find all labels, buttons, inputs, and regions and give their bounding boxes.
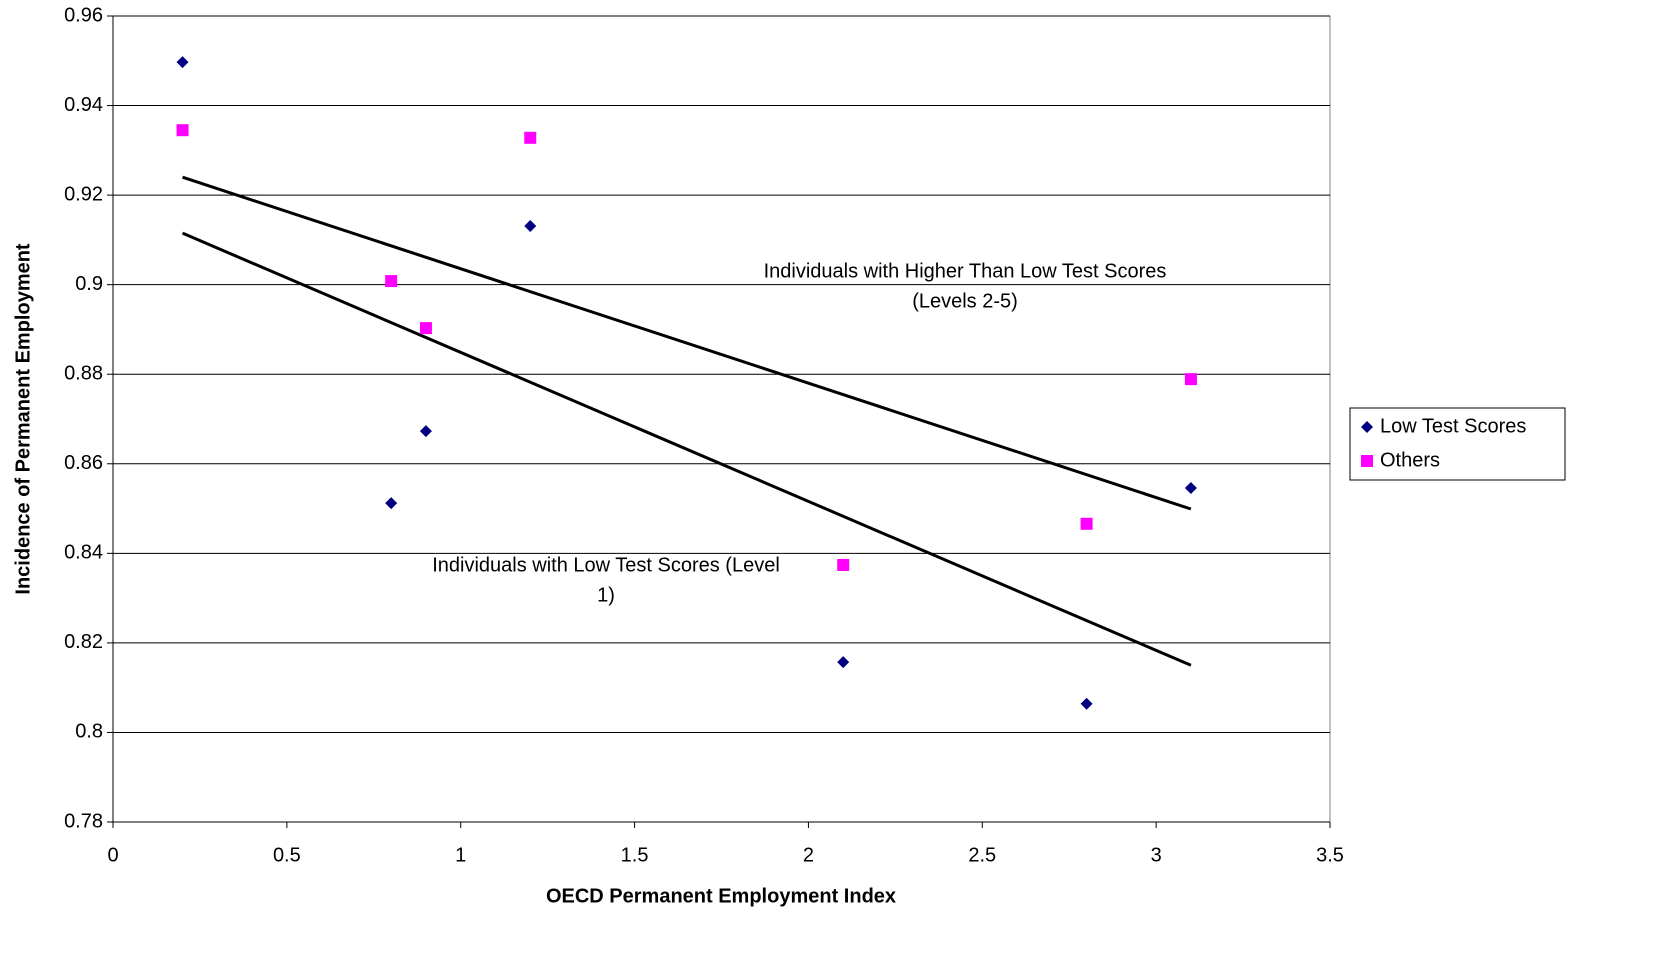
point bbox=[385, 497, 398, 510]
y-tick-label: 0.86 bbox=[64, 452, 103, 474]
point bbox=[1184, 373, 1197, 386]
point bbox=[176, 56, 189, 69]
point bbox=[837, 558, 850, 571]
point bbox=[524, 131, 537, 144]
y-tick-label: 0.82 bbox=[64, 631, 103, 653]
annotation: 1) bbox=[597, 584, 615, 606]
annotation: Individuals with Higher Than Low Test Sc… bbox=[764, 260, 1167, 282]
y-tick-label: 0.9 bbox=[75, 273, 103, 295]
y-tick-label: 0.92 bbox=[64, 183, 103, 205]
x-tick-label: 2 bbox=[803, 844, 814, 866]
point bbox=[419, 322, 432, 335]
x-tick-label: 0.5 bbox=[273, 844, 301, 866]
y-tick-label: 0.78 bbox=[64, 810, 103, 832]
x-tick-label: 1 bbox=[455, 844, 466, 866]
point bbox=[1080, 697, 1093, 710]
trendline bbox=[182, 175, 1192, 511]
point bbox=[524, 220, 537, 233]
legend-label: Low Test Scores bbox=[1380, 415, 1526, 437]
point bbox=[419, 425, 432, 438]
x-axis-title: OECD Permanent Employment Index bbox=[546, 885, 896, 907]
trendline bbox=[181, 231, 1192, 667]
point bbox=[385, 275, 398, 288]
y-tick-label: 0.94 bbox=[64, 94, 103, 116]
legend-box bbox=[1349, 407, 1566, 481]
legend-label: Others bbox=[1380, 449, 1440, 471]
point bbox=[837, 656, 850, 669]
point bbox=[1184, 481, 1197, 494]
plot-area bbox=[112, 15, 1331, 823]
x-tick-label: 1.5 bbox=[621, 844, 649, 866]
legend-marker bbox=[1361, 421, 1373, 433]
y-tick-label: 0.8 bbox=[75, 721, 103, 743]
legend-marker bbox=[1361, 455, 1373, 467]
x-tick-label: 3.5 bbox=[1316, 844, 1344, 866]
y-axis-title: Incidence of Permanent Employment bbox=[12, 243, 34, 595]
x-tick-label: 0 bbox=[107, 844, 118, 866]
annotation: Individuals with Low Test Scores (Level bbox=[432, 554, 780, 576]
x-tick-label: 2.5 bbox=[968, 844, 996, 866]
x-tick-label: 3 bbox=[1151, 844, 1162, 866]
y-tick-label: 0.96 bbox=[64, 4, 103, 26]
y-tick-label: 0.84 bbox=[64, 542, 103, 564]
point bbox=[1080, 517, 1093, 530]
annotation: (Levels 2-5) bbox=[912, 290, 1018, 312]
y-tick-label: 0.88 bbox=[64, 363, 103, 385]
point bbox=[176, 124, 189, 137]
